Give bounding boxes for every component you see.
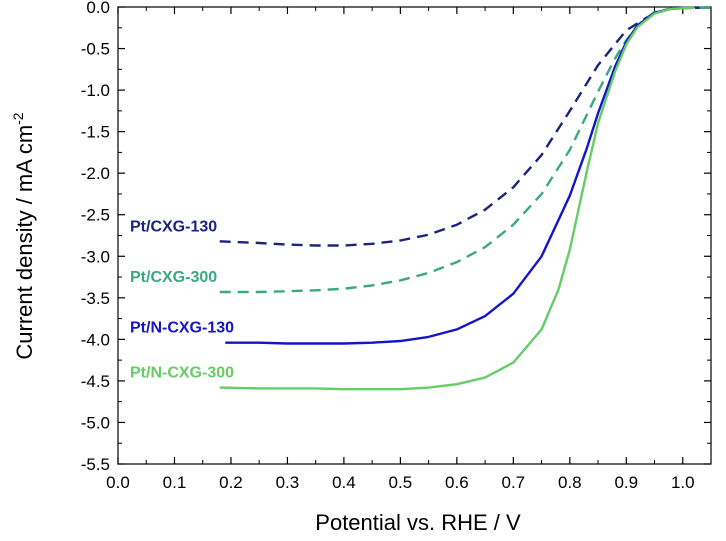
y-tick-label: -4.0 (81, 330, 110, 349)
x-tick-label: 0.7 (502, 473, 526, 492)
y-tick-label: -3.5 (81, 289, 110, 308)
y-axis-ticks: 0.0 -0.5 -1.0 -1.5 -2.0 -2.5 -3.0 -3.5 -4.0 -4.5 -… (81, 0, 711, 474)
y-axis-title-superscript: -2 (10, 112, 26, 125)
series-line-pt-cxg-300 (219, 6, 711, 294)
y-tick-label: 0.0 (86, 0, 110, 17)
series-label: Pt/CXG-300 (130, 269, 217, 286)
y-tick-label: -3.0 (81, 247, 110, 266)
x-tick-label: 1.0 (671, 473, 695, 492)
y-tick-label: -2.0 (81, 164, 110, 183)
series-labels: Pt/CXG-130 Pt/CXG-300 Pt/N-CXG-130 Pt/N-CXG… (130, 218, 234, 381)
x-tick-label: 0.2 (219, 473, 243, 492)
x-axis-ticks: 0.0 0.1 0.2 0.3 0.4 0.5 0.6 0.7 0.8 0.9 1.0 (106, 7, 712, 492)
y-tick-label: -4.5 (81, 372, 110, 391)
y-tick-label: -5.5 (81, 455, 110, 474)
series-label: Pt/CXG-130 (130, 218, 217, 235)
x-tick-label: 0.5 (389, 473, 413, 492)
x-tick-label: 0.8 (558, 473, 582, 492)
series-line-pt-n-cxg-130 (225, 6, 695, 345)
y-axis-title: Current density / mA cm-2 (10, 112, 37, 359)
y-tick-label: -5.0 (81, 413, 110, 432)
series-label: Pt/N-CXG-300 (130, 365, 234, 382)
x-tick-label: 0.1 (163, 473, 187, 492)
series-line-pt-cxg-130 (219, 6, 700, 247)
x-tick-label: 0.0 (106, 473, 130, 492)
x-tick-label: 0.9 (614, 473, 638, 492)
series-label: Pt/N-CXG-130 (130, 320, 234, 337)
series-line-pt-n-cxg-300 (219, 6, 695, 391)
plot-frame (117, 6, 712, 465)
y-tick-label: -0.5 (81, 40, 110, 59)
y-tick-label: -1.0 (81, 81, 110, 100)
x-tick-label: 0.6 (445, 473, 469, 492)
x-tick-label: 0.3 (276, 473, 300, 492)
y-axis-title-text: Current density / mA cm (12, 125, 37, 360)
series-lines (219, 6, 711, 391)
x-tick-label: 0.4 (332, 473, 356, 492)
y-tick-label: -2.5 (81, 206, 110, 225)
y-tick-label: -1.5 (81, 123, 110, 142)
x-axis-title: Potential vs. RHE / V (315, 510, 521, 535)
